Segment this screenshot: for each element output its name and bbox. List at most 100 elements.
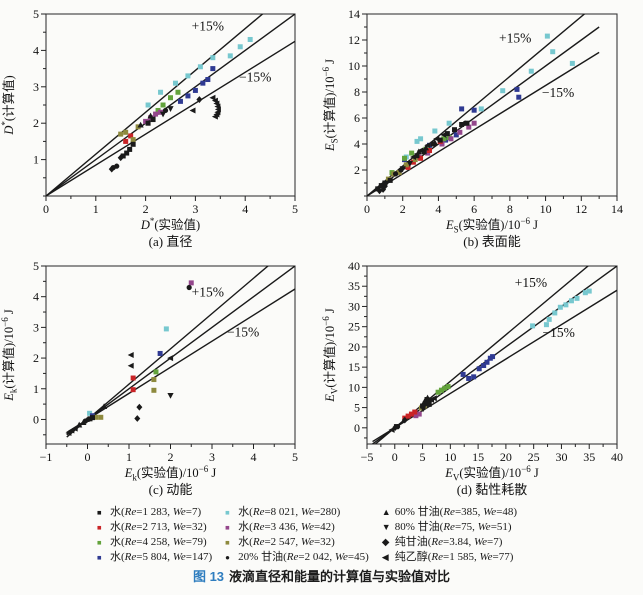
svg-text:4: 4 <box>242 202 248 216</box>
svg-text:5: 5 <box>420 450 426 464</box>
legend-item: ■ 水(Re=2 713, We=32) <box>97 520 212 535</box>
svg-text:1: 1 <box>126 450 132 464</box>
svg-text:12: 12 <box>348 33 360 47</box>
svg-text:0: 0 <box>364 202 370 216</box>
svg-text:10: 10 <box>348 59 360 73</box>
legend-item: ■ 水(Re=5 804, We=147) <box>97 550 212 565</box>
figure-caption: 图 13 液滴直径和能量的计算值与实验值对比 <box>0 563 643 585</box>
svg-text:(a) 直径: (a) 直径 <box>149 234 193 249</box>
svg-text:−15%: −15% <box>239 69 271 84</box>
svg-text:+15%: +15% <box>192 18 224 33</box>
svg-text:6: 6 <box>354 111 360 125</box>
charts-grid: 0 1 2 3 4 5 1 2 3 4 5 +15% −15% D*(实验值) D*(计算值) (a) 直径 … <box>0 7 623 497</box>
svg-text:6: 6 <box>471 202 477 216</box>
legend-label: 纯甘油(Re=3.84, We=7) <box>394 536 503 548</box>
svg-text:2: 2 <box>400 202 406 216</box>
svg-text:10: 10 <box>444 450 456 464</box>
svg-text:5: 5 <box>33 7 39 21</box>
svg-text:ES(计算值)/10−6 J: ES(计算值)/10−6 J <box>321 59 340 152</box>
svg-text:3: 3 <box>192 202 198 216</box>
svg-text:4: 4 <box>33 43 39 57</box>
legend-item: ● 20% 甘油(Re=2 042, We=45) <box>225 550 369 565</box>
legend: ■ 水(Re=1 283, We=7) ■ 水(Re=2 713, We=32) ■ 水(… <box>0 500 643 563</box>
legend-item: ■ 水(Re=4 258, We=79) <box>97 535 212 550</box>
svg-text:+15%: +15% <box>499 31 531 46</box>
svg-text:3: 3 <box>33 320 39 334</box>
svg-text:12: 12 <box>575 202 587 216</box>
svg-text:Ek(计算值)/10−6 J: Ek(计算值)/10−6 J <box>0 309 19 402</box>
svg-text:35: 35 <box>583 450 595 464</box>
svg-text:1: 1 <box>93 202 99 216</box>
svg-text:5: 5 <box>292 450 298 464</box>
svg-text:25: 25 <box>348 320 360 334</box>
legend-item: ■ 水(Re=1 283, We=7) <box>97 505 212 520</box>
svg-text:1: 1 <box>33 382 39 396</box>
svg-text:0: 0 <box>43 202 49 216</box>
square-marker-icon: ■ <box>97 507 102 517</box>
svg-text:14: 14 <box>348 7 360 21</box>
svg-text:0: 0 <box>85 450 91 464</box>
legend-column: ▲ 60% 甘油(Re=385, We=48) ▼ 80% 甘油(Re=75, We=… <box>382 505 517 563</box>
svg-text:2: 2 <box>33 116 39 130</box>
legend-item: ▲ 60% 甘油(Re=385, We=48) <box>382 505 517 520</box>
legend-column: ■ 水(Re=1 283, We=7) ■ 水(Re=2 713, We=32) ■ 水(… <box>97 505 212 563</box>
caption-text: 液滴直径和能量的计算值与实验值对比 <box>229 569 451 584</box>
svg-text:40: 40 <box>348 259 360 273</box>
legend-item: ◆ 纯甘油(Re=3.84, We=7) <box>382 535 517 550</box>
svg-text:30: 30 <box>555 450 567 464</box>
svg-text:2: 2 <box>354 163 360 177</box>
legend-item: ■ 水(Re=3 436, We=42) <box>225 520 369 535</box>
square-marker-icon: ■ <box>97 522 102 532</box>
svg-text:4: 4 <box>354 137 360 151</box>
svg-text:2: 2 <box>168 450 174 464</box>
svg-text:4: 4 <box>435 202 441 216</box>
legend-item: ■ 水(Re=2 547, We=32) <box>225 535 369 550</box>
legend-label: 纯乙醇(Re=1 585, We=77) <box>394 551 514 563</box>
svg-text:14: 14 <box>611 202 623 216</box>
svg-text:+15%: +15% <box>515 275 547 290</box>
legend-item: ▼ 80% 甘油(Re=75, We=51) <box>382 520 517 535</box>
legend-label: 水(Re=3 436, We=42) <box>238 521 335 533</box>
circle-marker-icon: ● <box>225 552 231 562</box>
square-marker-icon: ■ <box>97 552 102 562</box>
chart-b-surface-energy: 0 2 4 6 8 10 12 14 2 4 6 8 10 12 14 +15% −15% ES(实验值)/10−… <box>321 7 623 249</box>
svg-text:15: 15 <box>472 450 484 464</box>
svg-text:D*(计算值): D*(计算值) <box>0 75 16 135</box>
svg-text:0: 0 <box>392 450 398 464</box>
square-marker-icon: ■ <box>225 522 230 532</box>
svg-text:(b) 表面能: (b) 表面能 <box>463 234 520 249</box>
svg-text:D*(实验值): D*(实验值) <box>140 216 200 232</box>
svg-text:3: 3 <box>209 450 215 464</box>
svg-text:−15%: −15% <box>542 85 574 100</box>
svg-text:1: 1 <box>33 153 39 167</box>
svg-text:20: 20 <box>500 450 512 464</box>
legend-item: ■ 水(Re=8 021, We=280) <box>225 505 369 520</box>
square-marker-icon: ■ <box>97 537 102 547</box>
triangle-left-marker-icon: ◀ <box>381 552 389 562</box>
legend-label: 80% 甘油(Re=75, We=51) <box>394 521 512 533</box>
caption-number: 图 13 <box>192 569 225 584</box>
svg-text:0: 0 <box>33 412 39 426</box>
svg-text:−15%: −15% <box>227 325 259 340</box>
svg-text:5: 5 <box>292 202 298 216</box>
svg-text:4: 4 <box>33 290 39 304</box>
svg-text:4: 4 <box>251 450 257 464</box>
chart-c-kinetic-energy: −1 0 1 2 3 4 5 0 1 2 3 4 5 +15% −15% Ek(实验值)/10−6 J Ek(计… <box>0 259 298 497</box>
svg-text:(c) 动能: (c) 动能 <box>149 482 193 497</box>
square-marker-icon: ■ <box>225 507 230 517</box>
svg-text:ES(实验值)/10−6 J: ES(实验值)/10−6 J <box>445 216 538 235</box>
svg-text:35: 35 <box>348 279 360 293</box>
square-marker-icon: ■ <box>225 537 230 547</box>
triangle-up-marker-icon: ▲ <box>381 507 391 517</box>
svg-text:+15%: +15% <box>192 285 224 300</box>
chart-a-diameter: 0 1 2 3 4 5 1 2 3 4 5 +15% −15% D*(实验值) D*(计算值) (a) 直径 <box>0 7 298 249</box>
legend-label: 水(Re=2 547, We=32) <box>238 536 335 548</box>
legend-label: 水(Re=5 804, We=147) <box>110 551 213 563</box>
svg-text:−5: −5 <box>361 450 374 464</box>
svg-text:10: 10 <box>348 380 360 394</box>
svg-text:30: 30 <box>348 299 360 313</box>
svg-text:Ek(实验值)/10−6 J: Ek(实验值)/10−6 J <box>124 464 217 483</box>
svg-text:15: 15 <box>348 360 360 374</box>
svg-text:3: 3 <box>33 80 39 94</box>
